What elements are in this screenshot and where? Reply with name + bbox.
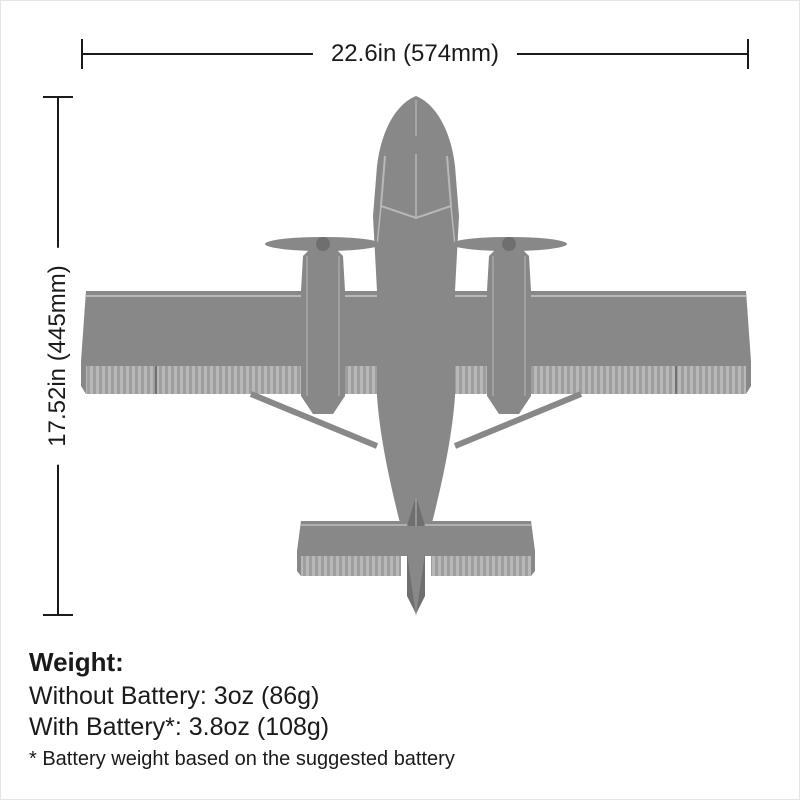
aircraft-silhouette-icon bbox=[81, 96, 751, 616]
weight-title: Weight: bbox=[29, 647, 455, 678]
width-label: 22.6in (574mm) bbox=[313, 40, 517, 68]
weight-without-battery: Without Battery: 3oz (86g) bbox=[29, 682, 455, 711]
width-dimension: 22.6in (574mm) bbox=[81, 39, 749, 69]
weight-with-battery: With Battery*: 3.8oz (108g) bbox=[29, 713, 455, 742]
height-dimension: 17.52in (445mm) bbox=[43, 96, 73, 616]
dimension-cap-icon bbox=[43, 614, 73, 616]
dimension-cap-icon bbox=[747, 39, 749, 69]
weight-block: Weight: Without Battery: 3oz (86g) With … bbox=[29, 647, 455, 771]
weight-footnote: * Battery weight based on the suggested … bbox=[29, 748, 455, 771]
aircraft-diagram bbox=[81, 96, 751, 616]
height-label: 17.52in (445mm) bbox=[44, 247, 72, 464]
